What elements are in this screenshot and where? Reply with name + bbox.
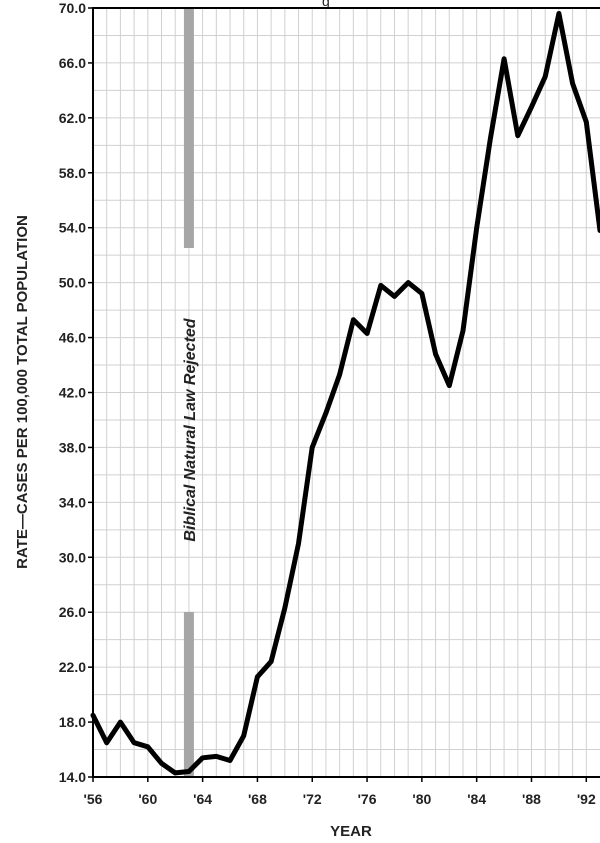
y-tick-label: 26.0 bbox=[59, 604, 86, 620]
x-tick-label: '88 bbox=[522, 791, 541, 807]
y-tick-label: 46.0 bbox=[59, 330, 86, 346]
y-tick-label: 18.0 bbox=[59, 714, 86, 730]
y-tick-label: 22.0 bbox=[59, 659, 86, 675]
annotation-label: Biblical Natural Law Rejected bbox=[182, 317, 199, 541]
x-tick-label: '64 bbox=[193, 791, 212, 807]
y-tick-label: 50.0 bbox=[59, 275, 86, 291]
x-tick-label: '76 bbox=[358, 791, 377, 807]
chart-title-fragment: g bbox=[322, 0, 330, 9]
annotation-band-top bbox=[183, 8, 194, 248]
annotation-band: Biblical Natural Law Rejected bbox=[182, 8, 199, 777]
x-tick-label: '72 bbox=[303, 791, 322, 807]
annotation-band-bottom bbox=[183, 612, 194, 777]
y-tick-label: 42.0 bbox=[59, 385, 86, 401]
x-tick-label: '60 bbox=[138, 791, 157, 807]
y-tick-label: 14.0 bbox=[59, 769, 86, 785]
y-tick-label: 34.0 bbox=[59, 494, 86, 510]
x-tick-label: '92 bbox=[577, 791, 596, 807]
y-tick-label: 58.0 bbox=[59, 165, 86, 181]
y-axis-ticks: 14.0 18.0 22.0 26.0 30.0 34.0 38.0 42.0 46.0 50.0… bbox=[59, 0, 93, 785]
x-tick-label: '56 bbox=[84, 791, 103, 807]
x-axis-ticks: '56 '60 '64 '68 '72 '76 '80 '84 '88 '92 bbox=[84, 777, 596, 807]
y-tick-label: 62.0 bbox=[59, 110, 86, 126]
y-tick-label: 38.0 bbox=[59, 439, 86, 455]
y-tick-label: 54.0 bbox=[59, 220, 86, 236]
y-tick-label: 30.0 bbox=[59, 549, 86, 565]
x-axis-title: YEAR bbox=[330, 823, 372, 840]
x-tick-label: '68 bbox=[248, 791, 267, 807]
y-axis-title: RATE—CASES PER 100,000 TOTAL POPULATION bbox=[14, 215, 31, 569]
series-line bbox=[90, 11, 600, 776]
x-tick-label: '80 bbox=[412, 791, 431, 807]
x-tick-label: '84 bbox=[467, 791, 486, 807]
y-tick-label: 66.0 bbox=[59, 55, 86, 71]
y-tick-label: 70.0 bbox=[59, 0, 86, 16]
series-group bbox=[90, 11, 600, 776]
grid-horizontal bbox=[93, 34, 600, 751]
